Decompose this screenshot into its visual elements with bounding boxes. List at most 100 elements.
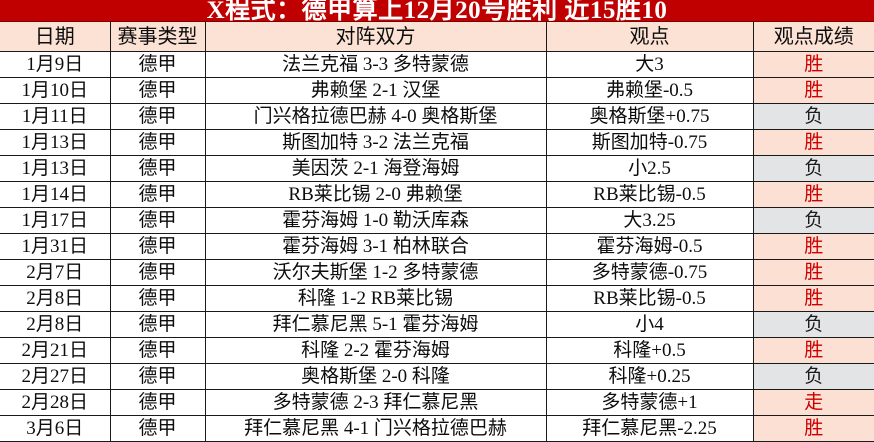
cell-view: RB莱比锡-0.5 [545,285,754,312]
cell-date: 2月21日 [0,337,111,364]
cell-match: 斯图加特 3-2 法兰克福 [204,129,547,156]
cell-league: 德甲 [109,259,206,286]
page-title: X程式：德甲算上12月20号胜利 近15胜10 [0,0,874,22]
cell-view: 科隆+0.5 [545,337,754,364]
cell-result: 胜 [752,77,874,104]
cell-date: 2月27日 [0,363,111,390]
cell-match: 门兴格拉德巴赫 4-0 奥格斯堡 [204,103,547,130]
table-row: 1月11日 德甲 门兴格拉德巴赫 4-0 奥格斯堡 奥格斯堡+0.75 负 [0,103,874,130]
cell-result: 胜 [752,181,874,208]
cell-league: 德甲 [109,233,206,260]
cell-match: 美因茨 2-1 海登海姆 [204,155,547,182]
cell-view: 霍芬海姆-0.5 [545,233,754,260]
cell-match: 多特蒙德 2-3 拜仁慕尼黑 [204,389,547,416]
cell-league: 德甲 [109,77,206,104]
table-row: 3月6日 德甲 拜仁慕尼黑 4-1 门兴格拉德巴赫 拜仁慕尼黑-2.25 胜 [0,415,874,442]
cell-view: 大3.25 [545,207,754,234]
table-row: 1月31日 德甲 霍芬海姆 3-1 柏林联合 霍芬海姆-0.5 胜 [0,233,874,260]
cell-match: 弗赖堡 2-1 汉堡 [204,77,547,104]
cell-result: 胜 [752,259,874,286]
cell-league: 德甲 [109,155,206,182]
cell-date: 1月10日 [0,77,111,104]
cell-result: 胜 [752,129,874,156]
cell-league: 德甲 [109,207,206,234]
cell-league: 德甲 [109,363,206,390]
table-row: 2月7日 德甲 沃尔夫斯堡 1-2 多特蒙德 多特蒙德-0.75 胜 [0,259,874,286]
cell-match: 奥格斯堡 2-0 科隆 [204,363,547,390]
match-table: 日期 赛事类型 对阵双方 观点 观点成绩 1月9日 德甲 法兰克福 3-3 多特蒙德… [0,22,874,442]
column-header-league: 赛事类型 [109,22,206,52]
cell-match: 法兰克福 3-3 多特蒙德 [204,51,547,78]
cell-view: 拜仁慕尼黑-2.25 [545,415,754,442]
cell-result: 胜 [752,51,874,78]
cell-date: 1月17日 [0,207,111,234]
table-row: 1月9日 德甲 法兰克福 3-3 多特蒙德 大3 胜 [0,51,874,78]
cell-view: 多特蒙德-0.75 [545,259,754,286]
column-header-view: 观点 [545,22,754,52]
table-row: 2月28日 德甲 多特蒙德 2-3 拜仁慕尼黑 多特蒙德+1 走 [0,389,874,416]
cell-view: 科隆+0.25 [545,363,754,390]
cell-match: 拜仁慕尼黑 5-1 霍芬海姆 [204,311,547,338]
cell-match: 拜仁慕尼黑 4-1 门兴格拉德巴赫 [204,415,547,442]
column-header-date: 日期 [0,22,111,52]
cell-date: 1月13日 [0,155,111,182]
cell-date: 1月9日 [0,51,111,78]
cell-result: 胜 [752,285,874,312]
cell-date: 3月6日 [0,415,111,442]
table-row: 1月10日 德甲 弗赖堡 2-1 汉堡 弗赖堡-0.5 胜 [0,77,874,104]
cell-match: RB莱比锡 2-0 弗赖堡 [204,181,547,208]
cell-result: 负 [752,363,874,390]
cell-league: 德甲 [109,181,206,208]
table-header: 日期 赛事类型 对阵双方 观点 观点成绩 [0,22,874,52]
cell-match: 霍芬海姆 3-1 柏林联合 [204,233,547,260]
cell-result: 负 [752,155,874,182]
cell-match: 科隆 2-2 霍芬海姆 [204,337,547,364]
table-row: 1月17日 德甲 霍芬海姆 1-0 勒沃库森 大3.25 负 [0,207,874,234]
cell-date: 1月13日 [0,129,111,156]
cell-result: 胜 [752,233,874,260]
cell-league: 德甲 [109,129,206,156]
cell-league: 德甲 [109,285,206,312]
cell-view: RB莱比锡-0.5 [545,181,754,208]
table-body: 1月9日 德甲 法兰克福 3-3 多特蒙德 大3 胜 1月10日 德甲 弗赖堡 2-1 汉堡弗… [0,51,874,442]
table-header-row: 日期 赛事类型 对阵双方 观点 观点成绩 [0,22,874,52]
table-row: 2月8日 德甲 科隆 1-2 RB莱比锡 RB莱比锡-0.5 胜 [0,285,874,312]
cell-league: 德甲 [109,389,206,416]
cell-date: 2月7日 [0,259,111,286]
cell-result: 负 [752,311,874,338]
table-row: 2月8日 德甲 拜仁慕尼黑 5-1 霍芬海姆 小4 负 [0,311,874,338]
cell-league: 德甲 [109,51,206,78]
table-row: 1月14日 德甲 RB莱比锡 2-0 弗赖堡 RB莱比锡-0.5 胜 [0,181,874,208]
cell-date: 2月8日 [0,285,111,312]
cell-match: 霍芬海姆 1-0 勒沃库森 [204,207,547,234]
cell-result: 负 [752,207,874,234]
cell-result: 走 [752,389,874,416]
table-row: 2月27日 德甲 奥格斯堡 2-0 科隆 科隆+0.25 负 [0,363,874,390]
table-row: 1月13日 德甲 美因茨 2-1 海登海姆 小2.5 负 [0,155,874,182]
cell-date: 1月14日 [0,181,111,208]
cell-result: 胜 [752,337,874,364]
cell-view: 弗赖堡-0.5 [545,77,754,104]
cell-result: 负 [752,103,874,130]
cell-view: 多特蒙德+1 [545,389,754,416]
cell-match: 科隆 1-2 RB莱比锡 [204,285,547,312]
cell-league: 德甲 [109,103,206,130]
cell-view: 小4 [545,311,754,338]
cell-date: 2月8日 [0,311,111,338]
column-header-result: 观点成绩 [752,22,874,52]
cell-view: 斯图加特-0.75 [545,129,754,156]
cell-view: 大3 [545,51,754,78]
cell-date: 1月31日 [0,233,111,260]
cell-result: 胜 [752,415,874,442]
cell-league: 德甲 [109,337,206,364]
table-row: 2月21日 德甲 科隆 2-2 霍芬海姆 科隆+0.5 胜 [0,337,874,364]
cell-date: 1月11日 [0,103,111,130]
cell-view: 小2.5 [545,155,754,182]
cell-view: 奥格斯堡+0.75 [545,103,754,130]
cell-match: 沃尔夫斯堡 1-2 多特蒙德 [204,259,547,286]
cell-date: 2月28日 [0,389,111,416]
cell-league: 德甲 [109,415,206,442]
cell-league: 德甲 [109,311,206,338]
column-header-match: 对阵双方 [204,22,547,52]
